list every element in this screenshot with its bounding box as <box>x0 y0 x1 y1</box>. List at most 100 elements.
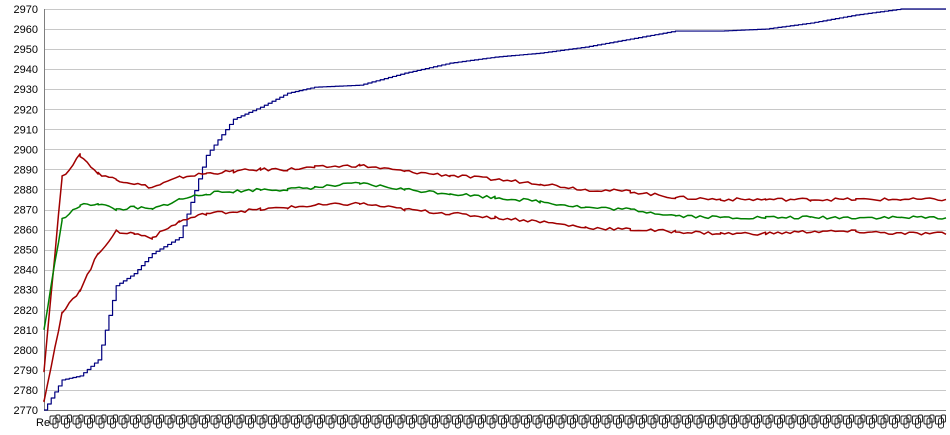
y-tick-label-2920: 2920 <box>14 104 38 116</box>
x-tick-label-mark <box>831 414 843 429</box>
x-tick-label-mark <box>118 414 130 429</box>
x-tick-label-mark <box>199 414 210 429</box>
y-tick-label-2960: 2960 <box>14 24 38 36</box>
x-tick-label-mark <box>682 414 693 429</box>
gridlines <box>44 9 946 411</box>
x-tick-label-mark <box>302 414 314 429</box>
x-tick-label-mark <box>475 414 486 429</box>
x-tick-label-mark <box>153 414 164 429</box>
y-tick-label-2830: 2830 <box>14 285 38 297</box>
x-tick-label-mark <box>877 414 889 429</box>
x-tick-label-mark <box>486 414 498 429</box>
x-tick-label-mark <box>84 414 95 429</box>
x-tick-label-mark <box>532 414 544 429</box>
x-tick-label-mark <box>739 414 751 429</box>
x-tick-label-mark <box>452 414 463 429</box>
x-tick-label-mark <box>774 414 785 429</box>
x-tick-label-mark <box>164 414 176 429</box>
x-tick-label-mark <box>670 414 682 429</box>
x-tick-label-mark <box>797 414 808 429</box>
x-tick-label-mark <box>256 414 268 429</box>
x-tick-label-mark <box>762 414 774 429</box>
x-tick-label-mark <box>440 414 452 429</box>
y-tick-label-2770: 2770 <box>14 405 38 417</box>
axes <box>44 9 946 411</box>
x-tick-label-mark <box>728 414 739 429</box>
x-tick-label-mark <box>417 414 429 429</box>
y-tick-label-2860: 2860 <box>14 225 38 237</box>
x-tick-label-mark <box>498 414 509 429</box>
x-tick-label-mark <box>636 414 647 429</box>
x-tick-label-mark <box>751 414 762 429</box>
x-tick-label-mark <box>820 414 831 429</box>
y-tick-label-2790: 2790 <box>14 365 38 377</box>
x-tick-label-mark <box>406 414 417 429</box>
y-tick-label-2880: 2880 <box>14 184 38 196</box>
x-tick-label-mark <box>176 414 187 429</box>
x-tick-label-mark <box>808 414 820 429</box>
x-tick-label-mark <box>785 414 797 429</box>
x-tick-label-mark <box>360 414 371 429</box>
x-tick-label-mark <box>130 414 141 429</box>
x-tick-label-mark <box>509 414 521 429</box>
x-tick-label-mark <box>187 414 199 429</box>
x-tick-label-mark <box>325 414 337 429</box>
x-tick-label-mark <box>348 414 360 429</box>
x-tick-label-mark <box>521 414 532 429</box>
x-tick-label-mark <box>935 414 946 429</box>
x-tick-label-mark <box>693 414 705 429</box>
y-tick-label-2780: 2780 <box>14 385 38 397</box>
series-line-2 <box>43 153 947 373</box>
x-tick-label-mark <box>429 414 440 429</box>
y-tick-label-2900: 2900 <box>14 144 38 156</box>
x-tick-label-mark <box>843 414 854 429</box>
y-tick-label-2810: 2810 <box>14 325 38 337</box>
y-tick-label-2820: 2820 <box>14 305 38 317</box>
x-tick-label-mark <box>613 414 624 429</box>
x-tick-label-mark <box>268 414 279 429</box>
x-tick-label-mark <box>463 414 475 429</box>
x-tick-label-mark <box>314 414 325 429</box>
x-tick-label-mark <box>866 414 877 429</box>
x-tick-label-mark <box>601 414 613 429</box>
x-tick-label-mark <box>889 414 900 429</box>
x-tick-label-mark <box>245 414 256 429</box>
series-line-3 <box>43 181 947 331</box>
x-tick-label-mark <box>72 414 84 429</box>
x-tick-label-mark <box>854 414 866 429</box>
x-tick-label-mark <box>95 414 107 429</box>
x-tick-label-mark <box>705 414 716 429</box>
y-tick-label-2850: 2850 <box>14 245 38 257</box>
x-tick-label-first: Re <box>36 417 50 429</box>
y-axis-tick-labels: 2770 2780 2790 2800 2810 2820 2830 2840 2850 2860… <box>14 4 38 417</box>
x-tick-label-mark <box>222 414 233 429</box>
y-tick-label-2910: 2910 <box>14 124 38 136</box>
x-tick-label-mark <box>210 414 222 429</box>
x-tick-label-mark <box>383 414 394 429</box>
y-tick-label-2840: 2840 <box>14 265 38 277</box>
x-tick-label-mark <box>555 414 567 429</box>
x-tick-label-mark <box>61 414 72 429</box>
x-tick-label-mark <box>337 414 348 429</box>
x-tick-label-mark <box>659 414 670 429</box>
series-line-4 <box>43 201 947 403</box>
x-axis-tick-labels: Re <box>36 414 946 429</box>
y-tick-label-2890: 2890 <box>14 164 38 176</box>
x-tick-label-mark <box>624 414 636 429</box>
x-tick-label-mark <box>291 414 302 429</box>
x-tick-label-mark <box>578 414 590 429</box>
x-tick-label-mark <box>371 414 383 429</box>
x-tick-label-mark <box>279 414 291 429</box>
x-tick-label-mark <box>923 414 935 429</box>
y-tick-label-2940: 2940 <box>14 64 38 76</box>
series-lines <box>43 8 947 411</box>
y-tick-label-2970: 2970 <box>14 4 38 16</box>
y-tick-label-2800: 2800 <box>14 345 38 357</box>
x-tick-label-mark <box>647 414 659 429</box>
x-tick-label-mark <box>107 414 118 429</box>
x-tick-label-mark <box>394 414 406 429</box>
x-tick-label-mark <box>49 414 61 429</box>
series-line-1 <box>44 8 946 411</box>
